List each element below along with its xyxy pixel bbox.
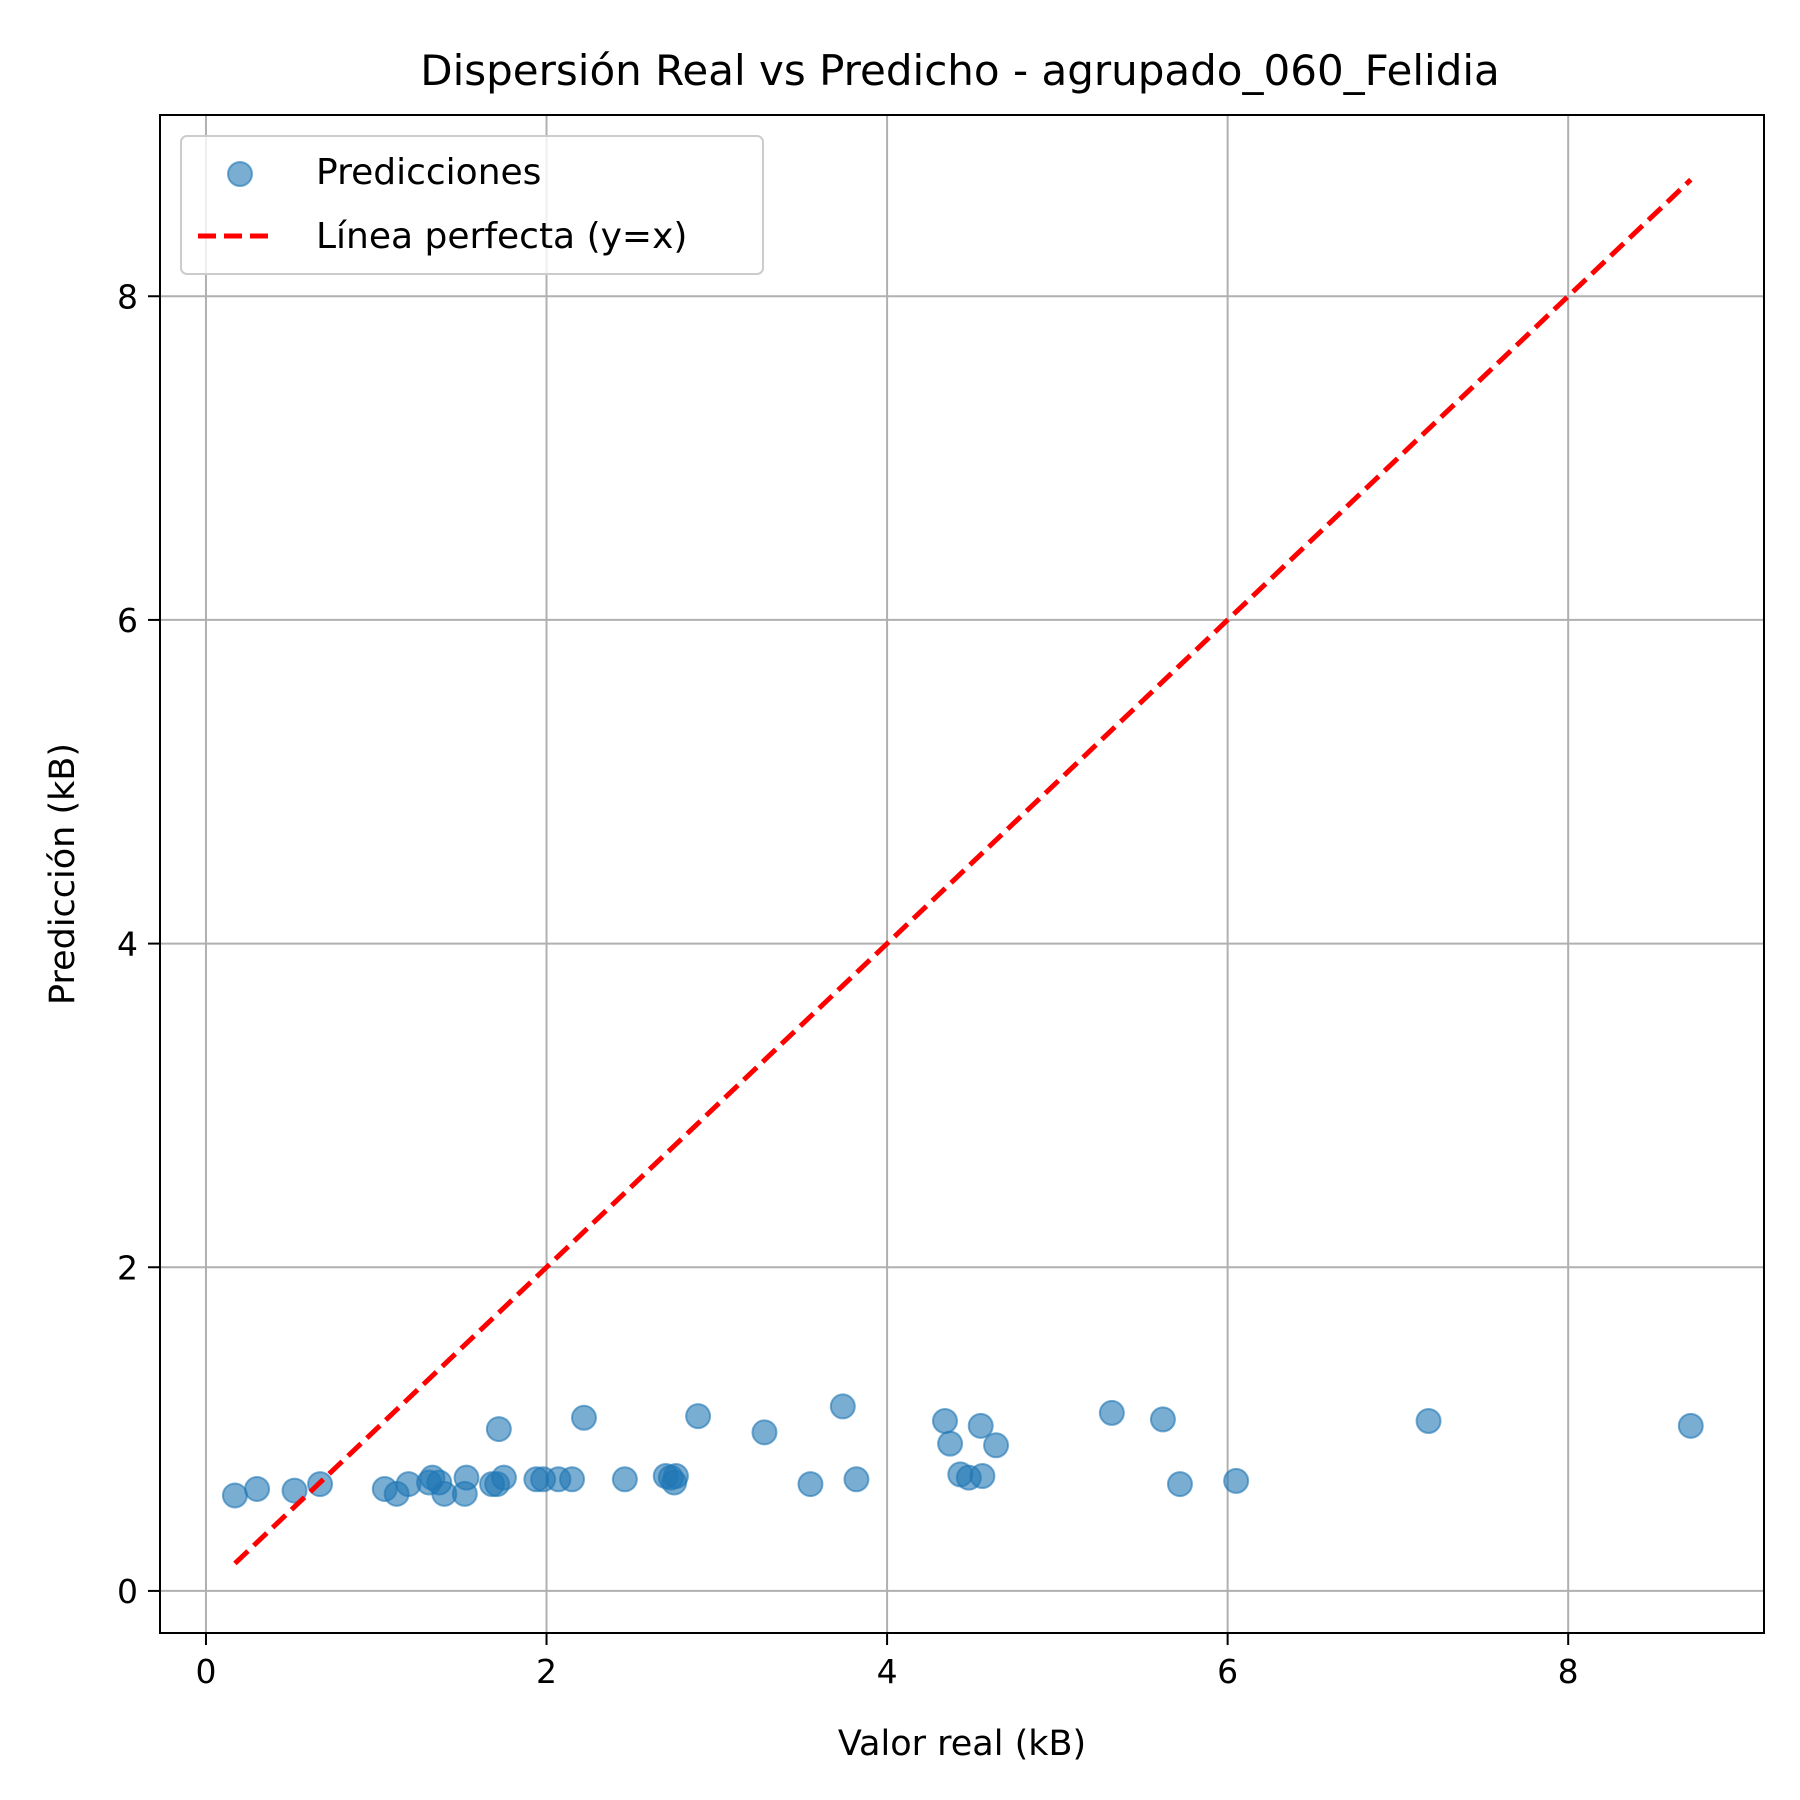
scatter-point: [1415, 1407, 1442, 1434]
axis-ticks: 0 2 4 6 8 0 2 4 6 8: [117, 277, 1579, 1691]
scatter-point: [1149, 1406, 1176, 1433]
x-tick-label: 0: [195, 1652, 216, 1691]
scatter-point: [751, 1419, 778, 1446]
scatter-point: [244, 1475, 271, 1502]
x-tick-label: 6: [1217, 1652, 1238, 1691]
scatter-point: [1098, 1399, 1125, 1426]
y-tick-label: 2: [117, 1248, 138, 1287]
legend-label-linea-perfecta: Línea perfecta (y=x): [316, 216, 687, 257]
scatter-point: [1223, 1467, 1250, 1494]
scatter-point: [1677, 1412, 1704, 1439]
scatter-point: [843, 1466, 870, 1493]
legend-scatter-marker: [227, 161, 253, 187]
grid-lines: [160, 115, 1764, 1633]
x-axis-label: Valor real (kB): [838, 1724, 1086, 1764]
chart-title: Dispersión Real vs Predicho - agrupado_0…: [420, 46, 1500, 95]
scatter-point: [1166, 1471, 1193, 1498]
scatter-point: [797, 1471, 824, 1498]
scatter-point: [611, 1466, 638, 1493]
plot-frame: [159, 114, 1765, 1634]
scatter-point: [281, 1477, 308, 1504]
scatter-point: [485, 1416, 512, 1443]
scatter-point: [221, 1482, 248, 1509]
plot-area: [221, 177, 1704, 1566]
scatter-point: [937, 1430, 964, 1457]
scatter-point: [559, 1466, 586, 1493]
scatter-point: [662, 1463, 689, 1490]
perfect-fit-line: [233, 177, 1693, 1566]
scatter-point: [685, 1403, 712, 1430]
x-tick-label: 2: [536, 1652, 557, 1691]
scatter-point: [570, 1404, 597, 1431]
legend-box: [180, 135, 764, 275]
scatter-point: [829, 1393, 856, 1420]
scatter-point: [969, 1463, 996, 1490]
y-tick-label: 0: [117, 1572, 138, 1611]
scatter-point: [983, 1432, 1010, 1459]
x-tick-label: 8: [1558, 1652, 1579, 1691]
legend-label-predicciones: Predicciones: [316, 152, 541, 193]
scatter-point: [453, 1464, 480, 1491]
y-axis-label: Predicción (kB): [43, 743, 83, 1005]
scatter-point: [931, 1407, 958, 1434]
y-tick-label: 6: [117, 601, 138, 640]
y-tick-label: 4: [117, 925, 138, 964]
x-tick-label: 4: [877, 1652, 898, 1691]
scatter-point: [490, 1464, 517, 1491]
scatter-point: [967, 1412, 994, 1439]
legend: Predicciones Línea perfecta (y=x): [180, 135, 764, 275]
y-tick-label: 8: [117, 277, 138, 316]
